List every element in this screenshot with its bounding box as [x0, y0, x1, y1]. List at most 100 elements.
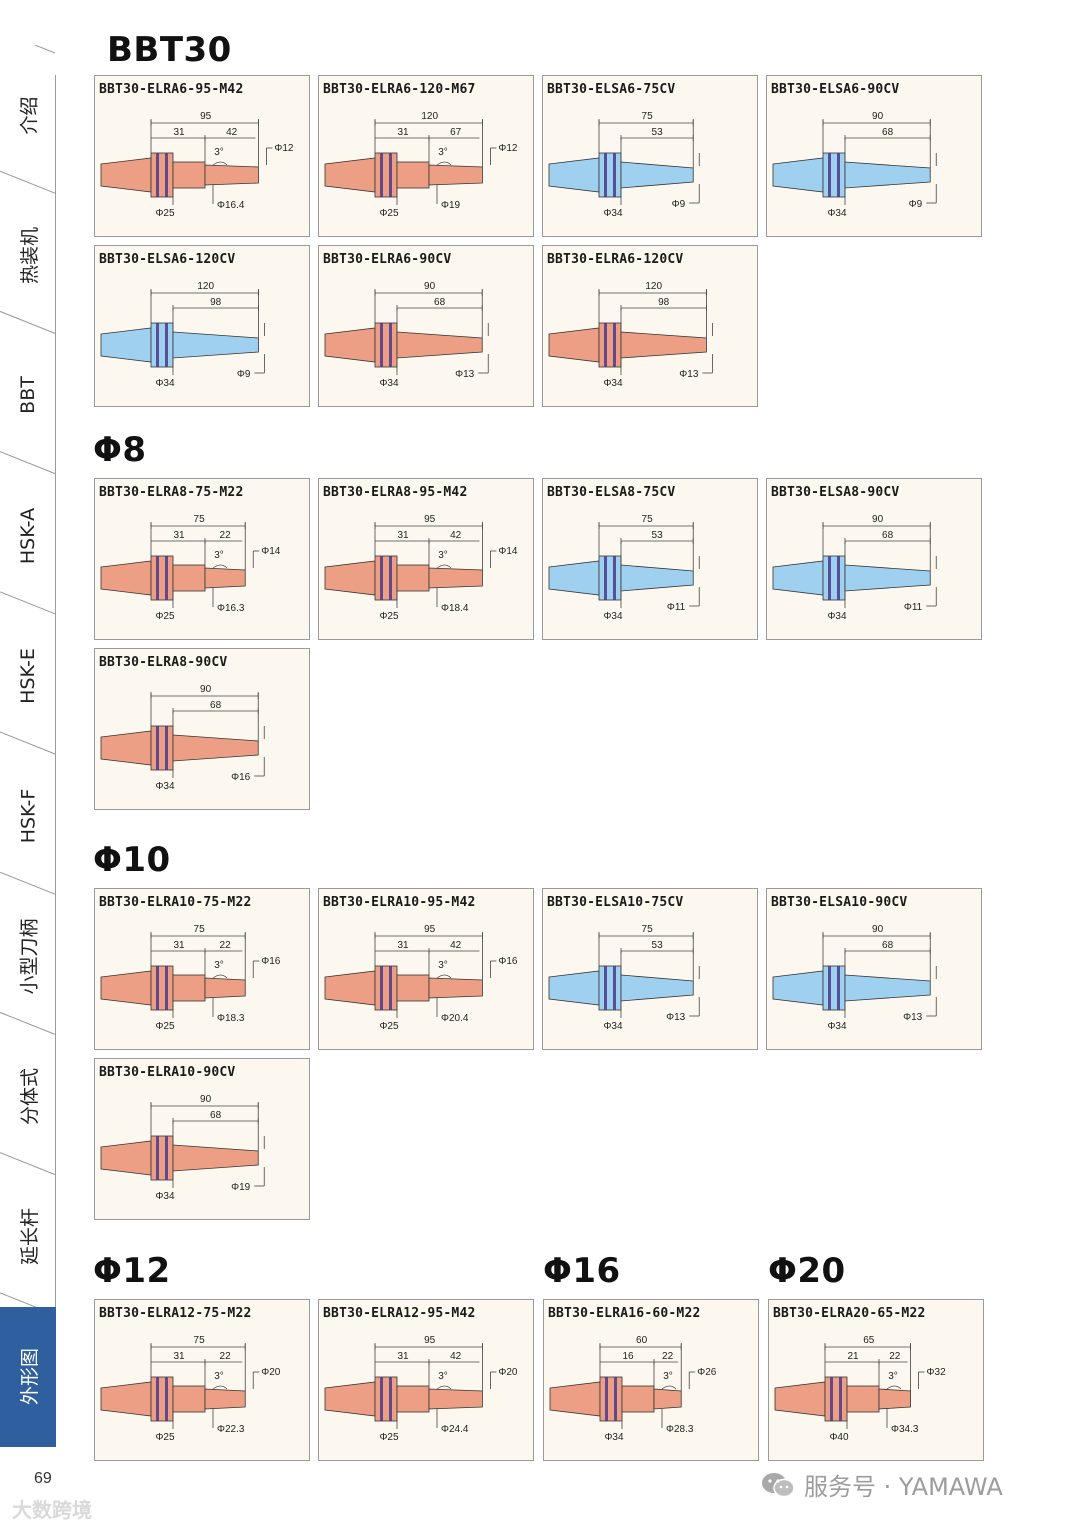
- dim-segment-a: 16: [622, 1351, 634, 1362]
- dim-segment-b: 22: [220, 530, 232, 541]
- sidebar-tab[interactable]: 小型刀柄: [0, 886, 56, 1026]
- dim-segment-b: 42: [450, 1351, 462, 1362]
- tool-holder-drawing: 90 68 Φ13 Φ34: [772, 924, 937, 1032]
- dim-angle: 3°: [663, 1371, 673, 1382]
- holder-taper: [324, 560, 376, 596]
- dim-tip-diameter: Φ13: [903, 1012, 923, 1023]
- dim-body-diameter: Φ25: [155, 1021, 175, 1032]
- card-title: BBT30-ELSA10-90CV: [771, 895, 908, 910]
- card-title: BBT30-ELRA10-90CV: [99, 1065, 236, 1080]
- sidebar-tab[interactable]: 延长杆: [0, 1167, 56, 1307]
- sidebar-tab[interactable]: BBT: [0, 325, 56, 465]
- flange-groove: [165, 966, 168, 1010]
- product-card: BBT30-ELRA6-120CV 120 98 Φ13 Φ34: [542, 245, 758, 407]
- dim-bore-diameter: Φ16: [498, 956, 518, 967]
- holder-flange: [598, 322, 622, 368]
- holder-nose: [204, 567, 246, 589]
- holder-taper: [324, 970, 376, 1006]
- sidebar-tab-label: 外形图: [18, 1348, 41, 1406]
- flange-groove: [165, 323, 168, 367]
- holder-body: [844, 161, 931, 189]
- dim-body-diameter: Φ25: [155, 208, 175, 219]
- sidebar-tab[interactable]: HSK-F: [0, 746, 56, 886]
- flange-groove: [380, 966, 383, 1010]
- sidebar-tab[interactable]: 介绍: [0, 45, 56, 185]
- dim-body-diameter: Φ34: [603, 378, 623, 389]
- holder-flange: [374, 1376, 398, 1422]
- dim-nose-diameter: Φ22.3: [217, 1424, 245, 1435]
- dim-angle: 3°: [438, 550, 448, 561]
- sidebar-divider: [0, 871, 56, 895]
- holder-taper: [772, 560, 824, 596]
- dim-segment-b: 22: [220, 1351, 232, 1362]
- sidebar-tab[interactable]: 分体式: [0, 1026, 56, 1166]
- dim-length: 90: [200, 1094, 212, 1105]
- dim-body-diameter: Φ34: [827, 1021, 847, 1032]
- section-title-phi10: Φ10: [93, 840, 171, 880]
- holder-taper: [548, 157, 600, 193]
- dim-nose-diameter: Φ28.3: [666, 1424, 694, 1435]
- dim-length: 90: [872, 924, 884, 935]
- dim-tip-diameter: Φ16: [231, 772, 251, 783]
- sidebar-tab-label: 分体式: [18, 1067, 41, 1125]
- product-card: BBT30-ELSA8-90CV 90 68 Φ11 Φ34: [766, 478, 982, 640]
- dim-nose-diameter: Φ16.3: [217, 603, 245, 614]
- flange-groove: [389, 966, 392, 1010]
- dim-segment-a: 21: [847, 1351, 859, 1362]
- holder-taper: [548, 560, 600, 596]
- dim-tip-diameter: Φ13: [679, 369, 699, 380]
- angle-arc: [436, 161, 452, 166]
- product-card: BBT30-ELRA12-95-M42 95 31 42 3° Φ20 Φ25 Φ24.4: [318, 1299, 534, 1461]
- dim-segment-b: 53: [652, 127, 664, 138]
- holder-body: [172, 974, 206, 1002]
- dim-length: 75: [194, 924, 206, 935]
- sidebar-tab-label: HSK-F: [16, 788, 39, 844]
- holder-flange: [150, 965, 174, 1011]
- sidebar-tab[interactable]: 热装机: [0, 185, 56, 325]
- dim-segment-a: 31: [173, 127, 185, 138]
- flange-groove: [828, 556, 831, 600]
- holder-nose: [204, 1388, 246, 1410]
- dim-bore-diameter: Φ20: [498, 1367, 518, 1378]
- holder-flange: [150, 152, 174, 198]
- dim-nose-diameter: Φ18.4: [441, 603, 469, 614]
- dim-length: 95: [424, 514, 436, 525]
- dim-tip-diameter: Φ11: [667, 602, 686, 613]
- flange-groove: [837, 966, 840, 1010]
- flange-groove: [604, 323, 607, 367]
- tool-holder-drawing: 95 31 423° Φ12 Φ25 Φ16.4: [100, 111, 294, 219]
- dim-length: 65: [863, 1335, 875, 1346]
- sidebar-tab[interactable]: HSK-A: [0, 466, 56, 606]
- product-card: BBT30-ELRA8-90CV 90 68 Φ16 Φ34: [94, 648, 310, 810]
- card-title: BBT30-ELSA6-120CV: [99, 252, 236, 267]
- card-title: BBT30-ELSA10-75CV: [547, 895, 684, 910]
- holder-nose: [204, 164, 259, 186]
- holder-taper: [774, 1381, 826, 1417]
- dim-length: 75: [642, 924, 654, 935]
- holder-taper: [772, 157, 824, 193]
- card-title: BBT30-ELSA8-90CV: [771, 485, 900, 500]
- watermark-right-text: 服务号 · YAMAWA: [804, 1473, 1003, 1501]
- tool-holder-drawing: 120 31 673° Φ12 Φ25 Φ19: [324, 111, 518, 219]
- holder-taper: [548, 327, 600, 363]
- account-watermark: 服务号 · YAMAWA: [760, 1467, 1003, 1502]
- holder-taper: [100, 157, 152, 193]
- card-title: BBT30-ELRA12-75-M22: [99, 1306, 252, 1321]
- dim-body-diameter: Φ34: [604, 1432, 624, 1443]
- holder-flange: [374, 322, 398, 368]
- dim-length: 120: [421, 111, 438, 122]
- product-card: BBT30-ELSA6-75CV 75 53 Φ9 Φ34: [542, 75, 758, 237]
- sidebar-tab[interactable]: 外形图: [0, 1306, 56, 1447]
- flange-groove: [380, 153, 383, 197]
- tool-holder-drawing: 95 31 423° Φ20 Φ25 Φ24.4: [324, 1335, 518, 1443]
- holder-flange: [374, 555, 398, 601]
- angle-arc: [436, 1385, 452, 1390]
- sidebar-divider: [0, 1152, 56, 1176]
- dim-body-diameter: Φ25: [155, 1432, 175, 1443]
- dim-angle: 3°: [438, 960, 448, 971]
- sidebar-tab[interactable]: HSK-E: [0, 606, 56, 746]
- flange-groove: [830, 1377, 833, 1421]
- holder-flange: [599, 1376, 623, 1422]
- holder-nose: [204, 977, 246, 999]
- dim-body-diameter: Φ25: [155, 611, 175, 622]
